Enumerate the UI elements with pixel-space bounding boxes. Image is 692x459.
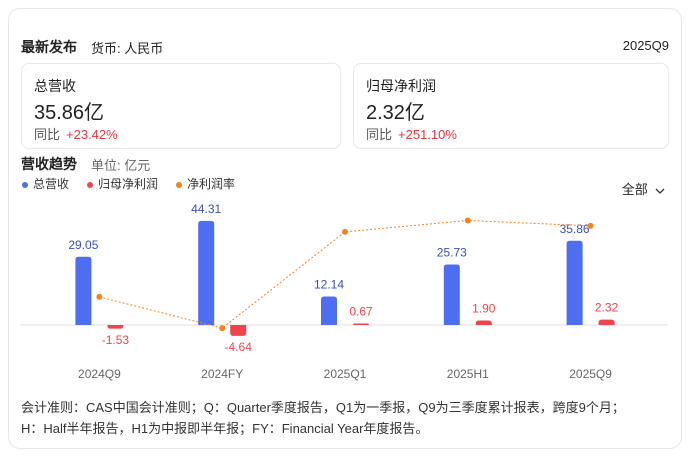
metric-card: 归母净利润 2.32亿 同比 +251.10% [353, 63, 669, 149]
header-title: 最新发布 [21, 39, 77, 55]
chart-unit: 单位: 亿元 [91, 158, 151, 173]
metric-change-row: 同比 +251.10% [366, 124, 457, 143]
metric-label: 归母净利润 [366, 78, 436, 94]
metric-label: 总营收 [34, 78, 76, 94]
filter-dropdown[interactable]: 全部 [622, 179, 665, 198]
change-label: 同比 [34, 127, 61, 142]
metric-value: 35.86亿 [34, 102, 105, 124]
filter-label: 全部 [621, 182, 648, 197]
chart-title: 营收趋势 [21, 156, 77, 172]
metric-change-row: 同比 +23.42% [34, 124, 118, 143]
change: +251.10% [398, 127, 457, 142]
footnote: 会计准则：CAS中国会计准则；Q：Quarter季度报告，Q1为一季报，Q9为三… [21, 400, 625, 415]
currency: 货币: 人民币 [91, 41, 164, 56]
metric-value: 2.32亿 [366, 102, 425, 124]
footnote: H：Half半年报告，H1为中报即半年报；FY：Financial Year年度… [21, 421, 429, 436]
period: 2025Q9 [622, 38, 669, 53]
chevron [655, 188, 665, 194]
metric-card: 总营收 35.86亿 同比 +23.42% [21, 63, 341, 149]
change-label: 同比 [366, 127, 393, 142]
change: +23.42% [66, 127, 118, 142]
card: 最新发布 货币: 人民币 2025Q9 总营收 35.86亿 同比 +23.42%… [8, 8, 682, 449]
